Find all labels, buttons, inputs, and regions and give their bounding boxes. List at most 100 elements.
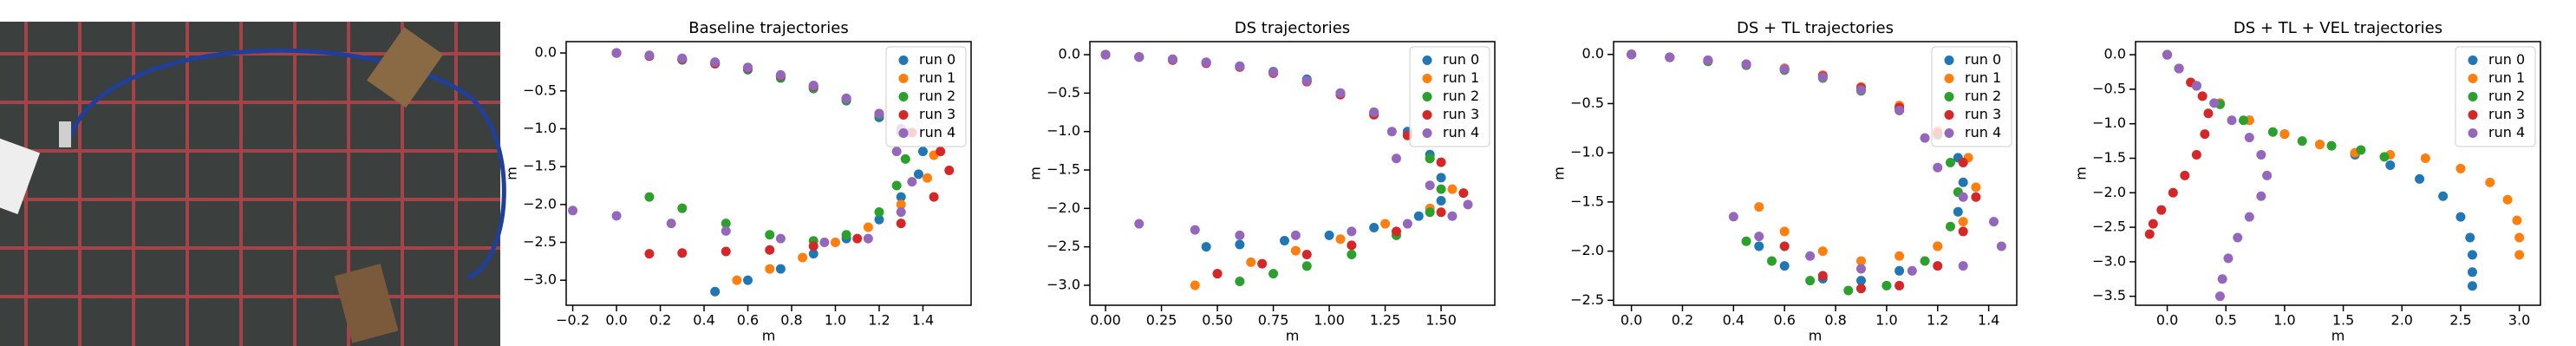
point — [1754, 202, 1764, 212]
point — [2148, 219, 2158, 229]
point — [1436, 207, 1446, 218]
x-axis-label: m — [2331, 328, 2345, 344]
point — [1805, 251, 1816, 261]
point — [1369, 108, 1379, 118]
point — [721, 225, 731, 236]
point — [2326, 140, 2337, 151]
legend-label: run 3 — [1443, 106, 1479, 122]
legend-label: run 1 — [2488, 69, 2525, 86]
chart-title: DS + TL trajectories — [1737, 19, 1894, 37]
point — [1881, 280, 1892, 291]
legend-label: run 2 — [1965, 88, 2001, 104]
axes-frame — [2135, 41, 2541, 306]
point — [2512, 215, 2522, 225]
point — [775, 264, 786, 274]
legend-marker — [898, 74, 909, 83]
point — [2227, 115, 2237, 126]
chart: DS trajectories m m 0.00 0.25 0.50 0.75 1.00 1.2… — [1027, 19, 1496, 344]
point — [929, 192, 939, 202]
y-tick-label: −0.5 — [1570, 95, 1604, 111]
legend-label: run 3 — [1965, 106, 2001, 122]
point — [1134, 52, 1145, 62]
point — [852, 233, 863, 244]
point — [2467, 250, 2477, 260]
point — [874, 214, 884, 225]
point — [721, 246, 731, 257]
legend-marker — [898, 92, 909, 101]
point — [2144, 229, 2155, 239]
x-tick-label: 0.2 — [649, 312, 671, 329]
point — [808, 249, 818, 259]
point — [1235, 239, 1245, 250]
point — [923, 173, 933, 183]
legend-label: run 4 — [919, 124, 955, 140]
y-tick-label: −2.5 — [1047, 238, 1080, 254]
legend-label: run 0 — [1965, 51, 2001, 68]
plot-area — [1627, 49, 2006, 296]
point — [1413, 211, 1424, 221]
point — [611, 211, 622, 221]
legend-box — [1409, 46, 1490, 147]
legend-marker — [2468, 55, 2478, 65]
point — [2197, 91, 2208, 101]
point — [1895, 265, 1905, 276]
point — [907, 177, 917, 187]
y-tick-label: −1.5 — [1047, 161, 1080, 178]
point — [798, 252, 808, 263]
point — [863, 222, 873, 232]
photo-block — [334, 264, 399, 343]
x-axis-label: m — [762, 328, 776, 344]
y-axis-label: m — [2073, 166, 2090, 180]
point — [1235, 230, 1245, 240]
point — [710, 286, 721, 297]
x-tick-label: 0.00 — [1090, 312, 1121, 329]
point — [1754, 232, 1764, 242]
point — [2485, 177, 2495, 187]
x-tick-label: 1.4 — [912, 312, 934, 329]
y-tick-label: −2.5 — [523, 233, 557, 250]
y-tick-label: −2.5 — [1570, 291, 1604, 308]
legend-label: run 0 — [1443, 51, 1479, 68]
point — [1391, 226, 1401, 237]
legend-label: run 2 — [1443, 88, 1479, 104]
point — [611, 48, 622, 58]
y-tick-label: 0.0 — [1059, 46, 1080, 62]
legend-marker — [2468, 128, 2478, 138]
point — [1817, 271, 1828, 281]
point — [2162, 49, 2173, 60]
point — [1953, 206, 1963, 217]
point — [1246, 257, 1256, 267]
x-tick-label: 1.4 — [1978, 312, 1999, 329]
legend-label: run 0 — [919, 51, 955, 68]
point — [936, 147, 946, 157]
point — [1843, 285, 1854, 296]
x-tick-label: 0.2 — [1672, 312, 1693, 329]
point — [1895, 251, 1905, 261]
point — [1855, 276, 1866, 286]
point — [1945, 158, 1955, 168]
legend-marker — [1944, 55, 1954, 65]
y-tick-label: −2.0 — [2092, 184, 2126, 200]
point — [775, 233, 786, 244]
photo-paper — [0, 136, 41, 214]
legend-marker — [898, 128, 909, 138]
point — [874, 108, 884, 119]
point — [1436, 173, 1446, 183]
point — [874, 207, 884, 218]
y-tick-label: −0.5 — [1047, 84, 1080, 101]
point — [1958, 261, 1968, 271]
legend-marker — [1422, 110, 1432, 120]
point — [891, 147, 902, 157]
chart-title: DS + TL + VEL trajectories — [2234, 19, 2442, 37]
legend-label: run 1 — [919, 69, 955, 86]
legend-label: run 1 — [1443, 69, 1479, 86]
point — [1380, 219, 1391, 229]
legend-label: run 1 — [1965, 69, 2001, 86]
plot-area — [1100, 49, 1473, 291]
x-tick-label: 0.25 — [1146, 312, 1177, 329]
point — [1235, 61, 1245, 71]
point — [1779, 261, 1790, 271]
x-tick-label: −0.2 — [556, 312, 590, 329]
y-tick-label: −1.0 — [2092, 114, 2126, 131]
